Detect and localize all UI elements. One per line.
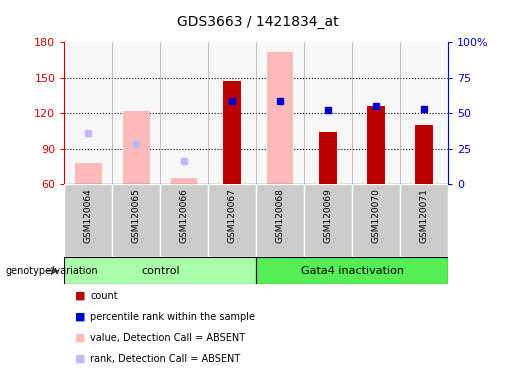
Bar — [304, 184, 352, 257]
Bar — [64, 184, 112, 257]
Text: rank, Detection Call = ABSENT: rank, Detection Call = ABSENT — [90, 354, 241, 364]
Text: GSM120069: GSM120069 — [323, 188, 333, 243]
Bar — [267, 52, 294, 184]
Text: value, Detection Call = ABSENT: value, Detection Call = ABSENT — [90, 333, 245, 343]
Text: GSM120071: GSM120071 — [420, 188, 428, 243]
Text: GSM120067: GSM120067 — [228, 188, 237, 243]
Bar — [400, 184, 448, 257]
Text: GSM120064: GSM120064 — [84, 188, 93, 243]
Text: control: control — [141, 266, 180, 276]
Text: count: count — [90, 291, 118, 301]
Bar — [160, 184, 208, 257]
Bar — [319, 132, 337, 184]
Text: ■: ■ — [75, 312, 85, 322]
Bar — [415, 125, 433, 184]
Bar — [64, 257, 256, 284]
Text: GSM120068: GSM120068 — [276, 188, 285, 243]
Text: GSM120066: GSM120066 — [180, 188, 189, 243]
Bar — [223, 81, 242, 184]
Text: GSM120065: GSM120065 — [132, 188, 141, 243]
Bar — [208, 184, 256, 257]
Bar — [367, 106, 385, 184]
Bar — [352, 184, 400, 257]
Bar — [171, 179, 197, 184]
Text: percentile rank within the sample: percentile rank within the sample — [90, 312, 255, 322]
Bar — [112, 184, 160, 257]
Text: Gata4 inactivation: Gata4 inactivation — [301, 266, 404, 276]
Bar — [75, 163, 101, 184]
Bar — [123, 111, 149, 184]
Text: ■: ■ — [75, 291, 85, 301]
Text: genotype/variation: genotype/variation — [5, 266, 98, 276]
Bar — [256, 257, 448, 284]
Bar — [256, 184, 304, 257]
Text: GDS3663 / 1421834_at: GDS3663 / 1421834_at — [177, 15, 338, 29]
Text: GSM120070: GSM120070 — [372, 188, 381, 243]
Text: ■: ■ — [75, 333, 85, 343]
Text: ■: ■ — [75, 354, 85, 364]
